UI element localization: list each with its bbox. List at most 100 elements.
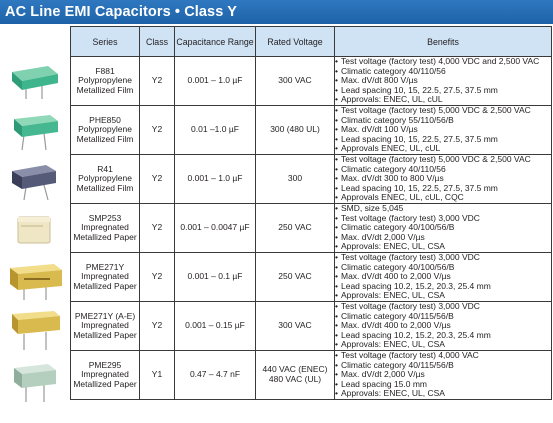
capacitor-photo-smp253 [17,216,51,244]
voltage-line: 300 VAC [278,320,312,331]
series-line: Impregnated [81,369,129,380]
benefits-list: Test voltage (factory test) 5,000 VDC & … [335,105,551,154]
benefit-item: Approvals ENEC, UL, cUL, CQC [335,193,551,203]
class-cell: Y2 [139,154,175,204]
series-line: Metallized Paper [73,329,137,340]
capacitor-photo-r41 [12,165,56,201]
series-line: PHE850 [89,114,121,125]
voltage-cell: 440 VAC (ENEC) 480 VAC (UL) [255,350,335,400]
benefits-cell: Test voltage (factory test) 4,000 VACCli… [334,350,552,400]
table-row: F881 Polypropylene Metallized Film Y2 0.001 … [70,56,552,106]
benefit-item: Test voltage (factory test) 3,000 VDC [335,252,551,263]
benefit-item: Climatic category 40/110/56 [335,66,551,77]
benefits-list: SMD, size 5,045Test voltage (factory tes… [335,203,551,252]
class-cell: Y2 [139,203,175,253]
series-cell: R41 Polypropylene Metallized Film [70,154,140,204]
series-line: R41 [97,163,113,174]
series-line: Metallized Film [76,182,134,193]
voltage-cell: 250 VAC [255,203,335,253]
series-cell: F881 Polypropylene Metallized Film [70,56,140,106]
class-cell: Y1 [139,350,175,400]
capacitor-photo-f881 [12,66,58,99]
capacitance-cell: 0.001 – 0.0047 µF [174,203,256,253]
benefit-item: Climatic category 40/115/56/B [335,360,551,371]
capacitor-table: Series Class Capacitance Range Rated Vol… [70,26,552,400]
benefit-item: Approvals: ENEC, UL, CSA [335,242,551,252]
series-line: Polypropylene [78,75,132,86]
capacitance-cell: 0.01 –1.0 µF [174,105,256,155]
capacitor-photo-pme271y-ae [12,311,60,350]
header-series: Series [70,26,140,57]
class-cell: Y2 [139,56,175,106]
benefit-item: Test voltage (factory test) 4,000 VDC an… [335,56,551,67]
benefit-item: Lead spacing 15.0 mm [335,379,551,390]
benefits-cell: Test voltage (factory test) 3,000 VDCCli… [334,301,552,351]
class-cell: Y2 [139,105,175,155]
benefit-item: Max. dV/dt 400 to 2,000 V/µs [335,321,551,331]
series-cell: PME271Y (A-E) Impregnated Metallized Paper [70,301,140,351]
benefit-item: Max. dV/dt 100 V/µs [335,125,551,135]
benefit-item: Approvals: ENEC, UL, CSA [335,291,551,301]
header-class: Class [139,26,175,57]
benefit-item: Test voltage (factory test) 3,000 VDC [335,213,551,224]
table-row: SMP253 Impregnated Metallized Paper Y2 0.001… [70,203,552,253]
benefit-item: Lead spacing 10.2, 15.2, 20.3, 25.4 mm [335,281,551,292]
benefits-cell: Test voltage (factory test) 3,000 VDCCli… [334,252,552,302]
benefit-item: Approvals: ENEC, UL, CSA [335,340,551,350]
benefits-cell: Test voltage (factory test) 4,000 VDC an… [334,56,552,106]
benefit-item: Test voltage (factory test) 3,000 VDC [335,301,551,312]
header-capacitance: Capacitance Range [174,26,256,57]
series-cell: PHE850 Polypropylene Metallized Film [70,105,140,155]
benefit-item: Climatic category 40/115/56/B [335,311,551,322]
benefit-item: Max. dV/dt 300 to 800 V/µs [335,174,551,184]
series-line: Polypropylene [78,173,132,184]
benefit-item: Approvals ENEC, UL, cUL [335,144,551,154]
voltage-cell: 300 VAC [255,301,335,351]
benefit-item: Lead spacing 10, 15, 22.5, 27.5, 37.5 mm [335,134,551,145]
benefits-list: Test voltage (factory test) 5,000 VDC & … [335,154,551,203]
series-line: Metallized Film [76,84,134,95]
benefit-item: Test voltage (factory test) 5,000 VDC & … [335,105,551,116]
benefit-item: Lead spacing 10.2, 15.2, 20.3, 25.4 mm [335,330,551,341]
benefit-item: Max. dV/dt 400 to 2,000 V/µs [335,272,551,282]
voltage-cell: 300 VAC [255,56,335,106]
series-line: Metallized Film [76,133,134,144]
benefit-item: Lead spacing 10, 15, 22.5, 27.5, 37.5 mm [335,85,551,96]
series-line: Polypropylene [78,124,132,135]
table-row: PME271Y Impregnated Metallized Paper Y2 0.00… [70,252,552,302]
capacitance-cell: 0.001 – 1.0 µF [174,56,256,106]
voltage-line: 300 [287,173,303,184]
voltage-line: 250 VAC [278,271,312,282]
capacitance-cell: 0.001 – 0.15 µF [174,301,256,351]
page-title: AC Line EMI Capacitors • Class Y [0,0,553,24]
benefits-list: Test voltage (factory test) 4,000 VACCli… [335,350,551,399]
benefit-item: Test voltage (factory test) 5,000 VDC & … [335,154,551,165]
capacitance-cell: 0.001 – 0.1 µF [174,252,256,302]
series-line: F881 [95,65,115,76]
benefit-item: Max. dV/dt 2,000 V/µs [335,370,551,380]
benefit-item: Climatic category 40/110/56 [335,164,551,175]
series-line: Impregnated [81,222,129,233]
benefit-item: Max. dV/dt 2,000 V/µs [335,232,551,243]
class-cell: Y2 [139,252,175,302]
series-cell: PME271Y Impregnated Metallized Paper [70,252,140,302]
series-line: Impregnated [81,271,129,282]
series-line: PME295 [88,359,122,370]
table-header-row: Series Class Capacitance Range Rated Vol… [70,26,552,57]
table-row: PHE850 Polypropylene Metallized Film Y2 0.01… [70,105,552,155]
table-row: PME271Y (A-E) Impregnated Metallized Paper… [70,301,552,351]
series-line: SMP253 [88,212,122,223]
benefit-item: Approvals: ENEC, UL, cUL [335,95,551,105]
voltage-line: 300 (480 UL) [270,124,320,135]
benefit-item: Climatic category 40/100/56/B [335,223,551,233]
class-cell: Y2 [139,301,175,351]
benefit-item: Approvals: ENEC, UL, CSA [335,389,551,399]
capacitor-photo-pme295 [14,364,56,402]
benefits-list: Test voltage (factory test) 3,000 VDCCli… [335,252,551,301]
table-row: PME295 Impregnated Metallized Paper Y1 0.47 … [70,350,552,400]
voltage-cell: 300 [255,154,335,204]
voltage-cell: 300 (480 UL) [255,105,335,155]
benefits-cell: SMD, size 5,045Test voltage (factory tes… [334,203,552,253]
series-cell: PME295 Impregnated Metallized Paper [70,350,140,400]
capacitance-cell: 0.47 – 4.7 nF [174,350,256,400]
